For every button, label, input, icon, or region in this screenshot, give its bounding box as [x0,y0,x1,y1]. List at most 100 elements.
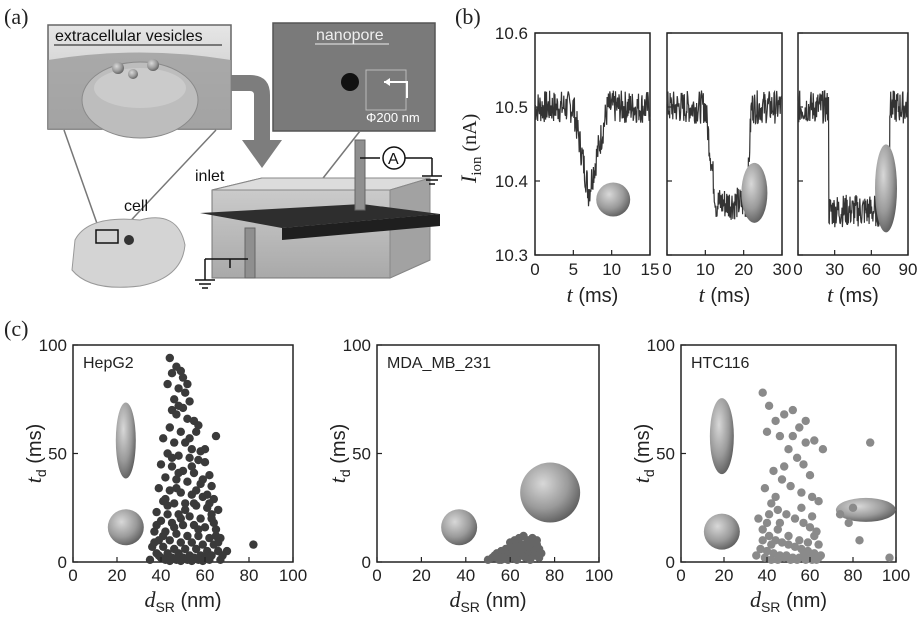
scatter-ylabel: td (ms) [325,424,353,483]
data-point [161,494,170,504]
data-point [207,510,216,519]
data-point [174,468,183,478]
panel-label-a: (a) [4,4,28,29]
data-point [198,540,207,549]
data-point [165,353,174,363]
data-point [194,455,203,465]
x-tick-label: 0 [662,260,671,279]
data-point [762,518,772,528]
data-point [167,369,177,378]
data-point [152,520,161,530]
data-point [855,536,864,545]
data-point [172,529,181,538]
data-point [758,525,767,534]
data-point [799,460,808,469]
data-point [214,538,223,547]
current-traces: 10.3 10.4 10.5 10.6 0 5 10 15 t (ms) 0 10 20 30 t (ms… [495,24,918,307]
data-point [167,453,177,462]
data-point [803,538,813,547]
data-point [185,397,194,406]
sphere-icon [520,462,581,523]
data-point [758,536,767,545]
data-point [780,410,789,419]
data-point [762,427,772,436]
data-point [150,527,159,536]
x-tick-label: 90 [899,260,918,279]
y-tick-label: 100 [343,336,371,355]
scatter-ylabel: td (ms) [21,424,49,483]
membrane-icon [200,204,440,228]
data-point [176,427,185,436]
x-tick-label: 100 [279,566,307,585]
data-point [786,555,795,564]
data-point [790,542,800,551]
ev-label: extracellular vesicles [55,28,203,45]
data-point [185,453,194,462]
ellipsoid-icon [741,162,768,223]
data-point [807,492,817,502]
sphere-icon [107,509,144,546]
data-point [178,520,188,530]
data-point [797,503,806,512]
data-point [814,497,823,506]
scatter-title: HepG2 [83,355,134,372]
scatter-ylabel: td (ms) [629,424,657,483]
data-point [187,462,196,471]
data-point [814,540,823,549]
data-point [805,523,815,532]
data-point [767,499,776,508]
data-point [185,434,194,443]
data-point [205,533,214,543]
data-point [780,462,789,471]
data-point [780,553,789,562]
data-point [170,438,179,447]
x-tick-label: 80 [240,566,259,585]
data-point [848,503,858,512]
x-tick-label: 80 [844,566,863,585]
current-trace-line [666,89,783,220]
data-point [185,512,194,521]
data-point [767,540,776,549]
data-point [174,384,183,393]
data-point [200,523,210,532]
data-point [788,405,797,415]
data-point [161,473,170,482]
cell-icon [71,217,186,288]
data-point [812,555,821,564]
x-tick-label: 40 [456,566,475,585]
data-point [773,555,782,564]
data-point [167,462,177,471]
nanopore-label: nanopore [316,27,384,44]
data-point [844,518,853,528]
x-tick-label: 0 [793,260,802,279]
data-point [205,499,214,508]
sphere-icon [703,513,740,550]
scatter-xlabel: dSR (nm) [144,587,221,615]
data-point [205,471,214,480]
data-point [183,531,192,541]
data-point [773,505,782,515]
data-point [163,379,172,389]
pore-size-label: Φ200 nm [366,110,420,125]
y-tick-label: 10.5 [495,98,528,117]
x-tick-label: 100 [882,566,910,585]
data-point [764,401,774,410]
panel-label-c: (c) [4,316,28,341]
data-point [762,546,772,556]
data-point [788,431,797,441]
data-point [189,499,199,508]
data-point [790,514,800,523]
data-point [176,366,185,376]
data-point [211,431,221,441]
data-point [835,510,845,519]
data-point [771,492,780,502]
x-tick-label: 60 [862,260,881,279]
y-tick-label: 50 [656,445,675,464]
data-point [752,551,761,560]
data-point [183,379,192,389]
data-point [145,555,155,564]
sphere-icon [441,509,478,546]
current-trace-line [534,90,651,207]
data-point [797,488,806,497]
scatter-title: HTC116 [691,355,749,372]
